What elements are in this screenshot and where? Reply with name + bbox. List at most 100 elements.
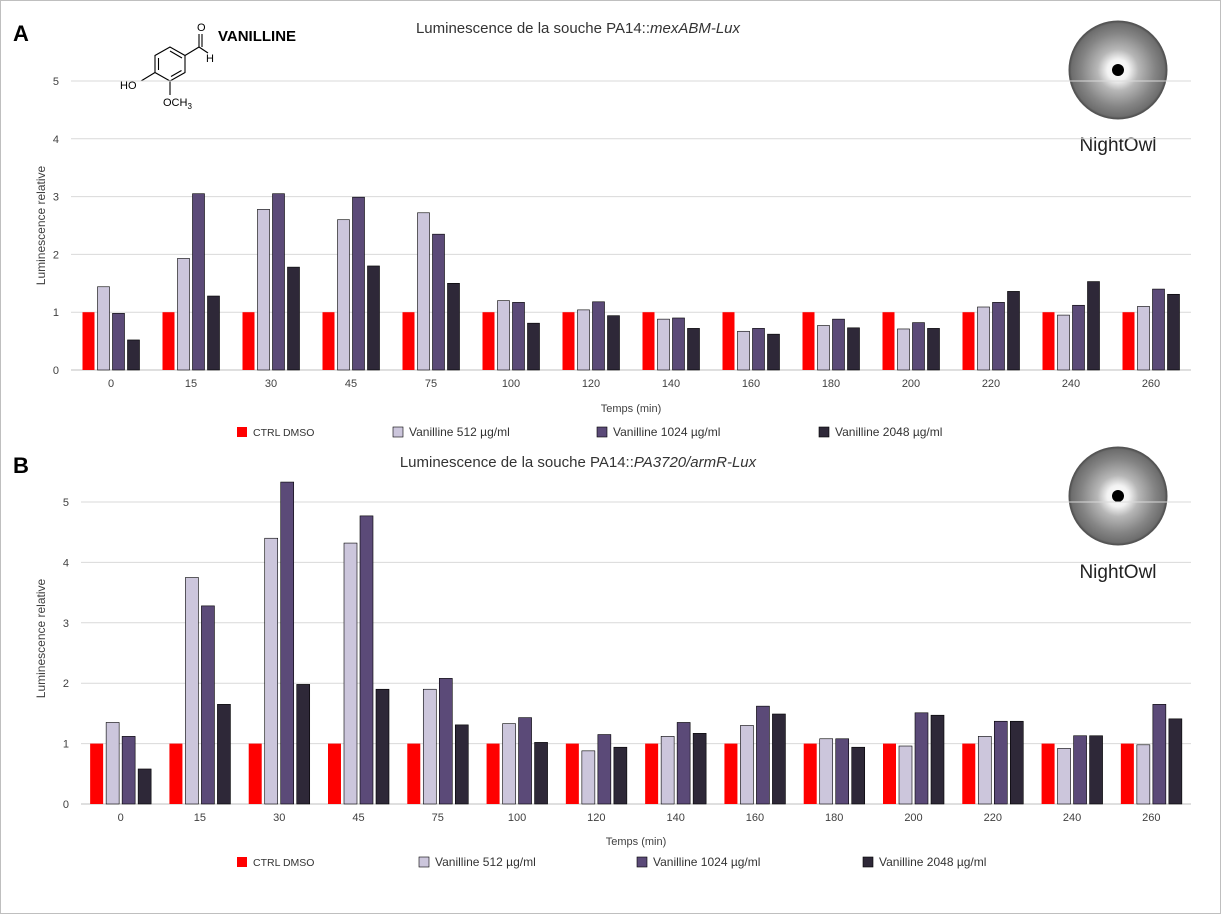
chart-a-bar-vanilline-2048 (847, 327, 860, 371)
chart-a-bar-ctrl-dmso (722, 312, 735, 370)
chart-a-bar-ctrl-dmso (322, 312, 335, 370)
chart-b-bar-vanilline-512 (1136, 744, 1151, 805)
chart-b-title: Luminescence de la souche PA14::PA3720/a… (400, 454, 757, 471)
chart-a-bar-ctrl-dmso (162, 312, 175, 370)
chart-b-xtick-label: 160 (746, 812, 764, 824)
chart-a-ytick-label: 1 (53, 307, 59, 319)
chart-b-xtick-label: 75 (432, 812, 444, 824)
panel-letter-b: B (13, 453, 29, 478)
chart-a-bar-vanilline-512 (417, 212, 430, 371)
chart-a-bar-vanilline-2048 (127, 339, 140, 371)
chart-b-bar-vanilline-2048 (692, 733, 707, 805)
chart-a-bar-vanilline-2048 (1007, 291, 1020, 371)
chart-b-ytick-label: 1 (63, 739, 69, 751)
chart-a-bar-vanilline-2048 (767, 333, 780, 371)
chart-b-xtick-label: 120 (587, 812, 605, 824)
chart-a-bar-vanilline-512 (177, 258, 190, 371)
chart-b-legend-label-vanilline-1024: Vanilline 1024 µg/ml (653, 855, 760, 869)
chart-a-bar-vanilline-2048 (607, 315, 620, 371)
chart-b-bar-vanilline-512 (185, 577, 199, 805)
chart-b-bar-vanilline-2048 (534, 742, 548, 805)
chart-b-bar-ctrl-dmso (803, 743, 817, 804)
chart-a-ylabel: Luminescence relative (34, 165, 48, 285)
chart-b-bar-vanilline-2048 (930, 714, 945, 805)
chart-a-bar-vanilline-512 (337, 219, 350, 371)
chart-a-legend-swatch-ctrl-dmso (237, 427, 247, 437)
chart-b-bar-vanilline-512 (898, 745, 913, 805)
chart-b-xtick-label: 15 (194, 812, 206, 824)
chart-a-bar-vanilline-1024 (192, 193, 205, 371)
chart-b-bar-vanilline-2048 (613, 746, 628, 805)
chart-a-bar-vanilline-1024 (832, 318, 845, 371)
chart-a-bar-vanilline-2048 (207, 295, 220, 371)
chart-a-xtick-label: 15 (185, 378, 197, 390)
chart-a-bar-vanilline-2048 (527, 322, 540, 371)
chart-b-bar-ctrl-dmso (169, 743, 183, 804)
chart-b-bar-vanilline-2048 (375, 688, 390, 805)
aldehyde-h-bond (198, 46, 209, 54)
chart-b-ytick-label: 4 (63, 557, 69, 569)
chart-b-legend-label-ctrl-dmso: CTRL DMSO (253, 857, 314, 869)
chart-a-bar-vanilline-512 (737, 330, 750, 371)
chart-b-bar-vanilline-1024 (121, 736, 136, 805)
chart-b-bar-ctrl-dmso (962, 743, 976, 804)
chart-b-ylabel: Luminescence relative (34, 578, 48, 698)
chart-b-legend-swatch-ctrl-dmso (237, 857, 247, 867)
chart-b-bar-vanilline-512 (977, 736, 992, 805)
chart-b-ytick-label: 3 (63, 618, 69, 630)
chart-b-bar-vanilline-2048 (1168, 718, 1183, 805)
chart-b-bar-vanilline-1024 (518, 717, 532, 805)
chart-b-bar-vanilline-1024 (676, 722, 691, 805)
vanillin-structure (140, 34, 209, 95)
chart-a-xtick-label: 75 (425, 378, 437, 390)
chart-a-xtick-label: 30 (265, 378, 277, 390)
chart-a-bar-vanilline-512 (497, 300, 510, 371)
chart-b-bar-vanilline-1024 (1152, 704, 1167, 805)
chart-a-bar-vanilline-512 (817, 325, 830, 371)
chart-a-bar-vanilline-512 (257, 209, 270, 371)
chart-b-xtick-label: 100 (508, 812, 526, 824)
chart-b-xtick-label: 45 (352, 812, 364, 824)
chart-b-bar-ctrl-dmso (328, 743, 341, 804)
chart-b-bar-vanilline-512 (105, 722, 120, 805)
chart-b-bar-vanilline-1024 (359, 515, 374, 805)
chart-b: Luminescence de la souche PA14::PA3720/a… (34, 454, 1191, 869)
chart-b-xtick-label: 30 (273, 812, 285, 824)
chart-b-bar-vanilline-1024 (835, 738, 850, 805)
chart-a-xtick-label: 120 (582, 378, 600, 390)
chart-a-bar-ctrl-dmso (402, 312, 415, 370)
chart-a-bar-vanilline-2048 (1167, 293, 1180, 371)
chart-a-ytick-label: 0 (53, 365, 59, 377)
chart-a-bar-ctrl-dmso (1122, 312, 1135, 370)
chart-a-ytick-label: 3 (53, 192, 59, 204)
compound-name: VANILLINE (218, 28, 296, 45)
chart-a-bar-ctrl-dmso (242, 312, 255, 370)
chart-a-legend-swatch-vanilline-1024 (596, 426, 608, 438)
chart-b-legend-swatch-vanilline-2048 (862, 856, 874, 868)
chart-b-bar-vanilline-1024 (280, 481, 295, 805)
chart-b-bar-vanilline-512 (660, 736, 675, 805)
chart-b-legend-label-vanilline-2048: Vanilline 2048 µg/ml (879, 855, 986, 869)
chart-b-bar-vanilline-1024 (993, 720, 1008, 805)
atom-label-och: OCH3 (163, 97, 192, 111)
nightowl-plate-a (1068, 20, 1168, 120)
chart-b-bar-vanilline-2048 (1089, 735, 1103, 805)
hydroxyl-bond (140, 72, 156, 82)
benzene-ring (154, 46, 186, 82)
chart-b-xlabel: Temps (min) (606, 836, 667, 848)
chart-b-ytick-label: 0 (63, 799, 69, 811)
chart-b-bar-ctrl-dmso (407, 743, 421, 804)
chart-a-xtick-label: 220 (982, 378, 1000, 390)
chart-b-bar-ctrl-dmso (565, 743, 579, 804)
chart-a: Luminescence de la souche PA14::mexABM-L… (34, 20, 1191, 439)
atom-label-ho: HO (120, 80, 137, 92)
chart-b-bar-vanilline-2048 (296, 684, 311, 805)
chart-b-bar-ctrl-dmso (248, 743, 262, 804)
chart-a-ytick-label: 4 (53, 134, 59, 146)
aldehyde-bond (184, 46, 200, 56)
chart-a-bar-ctrl-dmso (562, 312, 575, 370)
chart-b-legend-swatch-vanilline-1024 (636, 856, 648, 868)
chart-a-bar-vanilline-1024 (512, 302, 525, 371)
chart-b-bar-vanilline-512 (343, 542, 358, 805)
